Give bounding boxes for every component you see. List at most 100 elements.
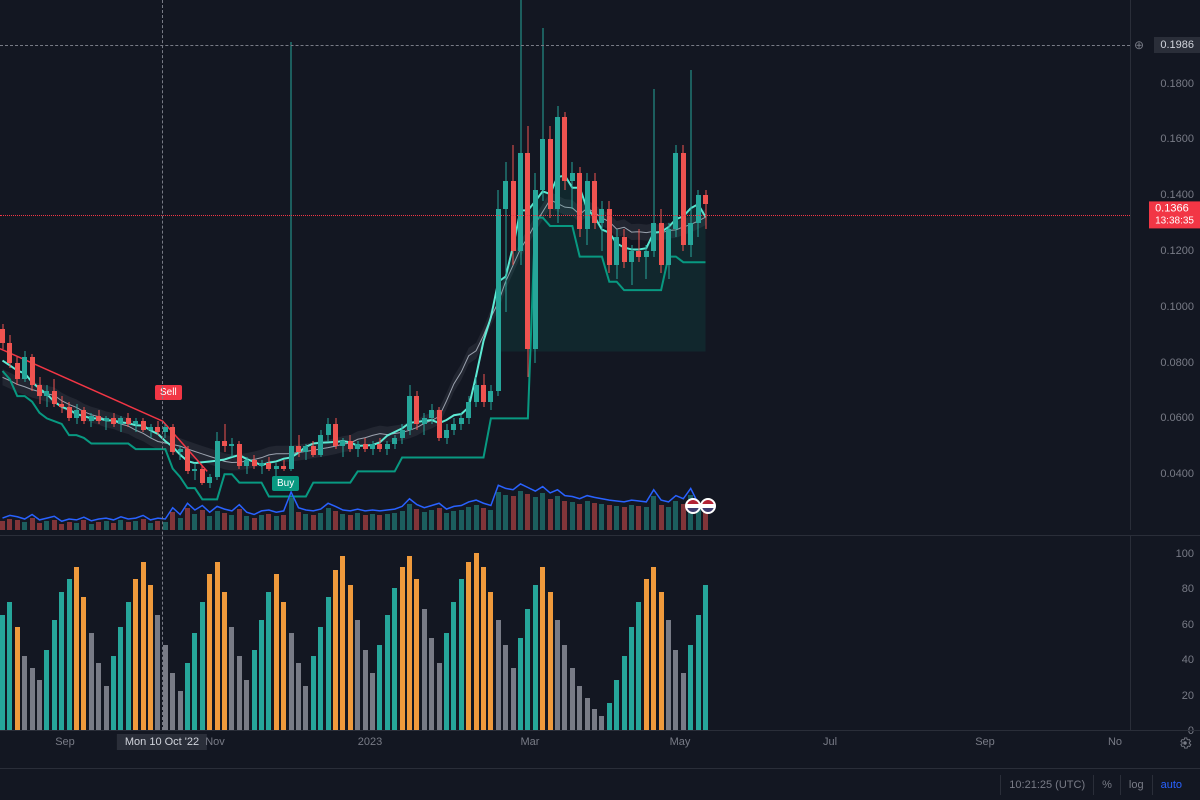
volume-bar <box>651 496 656 530</box>
volume-bar <box>333 511 338 530</box>
volume-bar <box>318 513 323 530</box>
volume-bar <box>289 498 294 530</box>
indicator-bar <box>622 656 627 730</box>
volume-bar <box>30 518 35 530</box>
price-tick: 0.1200 <box>1154 243 1200 259</box>
time-axis[interactable]: Mon 10 Oct '22 SepNov2023MarMayJulSepNo <box>0 730 1200 770</box>
volume-bar <box>259 515 264 530</box>
volume-bar <box>81 520 86 530</box>
indicator-bar <box>570 668 575 730</box>
volume-bar <box>74 523 79 530</box>
time-tick: Mar <box>521 736 540 748</box>
indicator-bar <box>0 615 5 730</box>
event-marker-icon[interactable] <box>700 498 716 514</box>
volume-bar <box>570 502 575 530</box>
indicator-bar <box>696 615 701 730</box>
price-tick: 0.0400 <box>1154 466 1200 482</box>
indicator-bar <box>318 627 323 730</box>
volume-bar <box>585 501 590 530</box>
indicator-bar <box>303 686 308 730</box>
indicator-bar <box>355 620 360 730</box>
indicator-bar <box>370 673 375 730</box>
indicator-bar <box>296 663 301 730</box>
indicator-bar <box>363 650 368 730</box>
indicator-bar <box>67 579 72 730</box>
indicator-bar <box>525 609 530 730</box>
volume-bar <box>296 512 301 530</box>
indicator-bar <box>237 656 242 730</box>
indicator-bar <box>207 574 212 730</box>
time-tick: Sep <box>55 736 75 748</box>
indicator-bar <box>444 633 449 731</box>
gear-icon[interactable] <box>1178 736 1192 750</box>
crosshair-add-icon[interactable]: ⊕ <box>1134 38 1144 52</box>
price-tick: 0.0600 <box>1154 410 1200 426</box>
percent-button[interactable]: % <box>1093 775 1120 795</box>
volume-bar <box>311 515 316 530</box>
volume-bar <box>474 505 479 530</box>
volume-bar <box>377 515 382 530</box>
indicator-bar <box>474 553 479 730</box>
volume-bar <box>355 513 360 530</box>
volume-bar <box>266 514 271 530</box>
indicator-bar <box>274 574 279 730</box>
indicator-axis[interactable]: 020406080100 <box>1130 535 1200 730</box>
volume-bar <box>481 508 486 530</box>
log-button[interactable]: log <box>1120 775 1152 795</box>
volume-bar <box>244 516 249 530</box>
indicator-bar <box>533 585 538 730</box>
main-price-chart[interactable]: SellBuy <box>0 0 1130 530</box>
indicator-bar <box>148 585 153 730</box>
indicator-bar <box>503 645 508 730</box>
indicator-bar <box>133 579 138 730</box>
indicator-bar <box>496 620 501 730</box>
indicator-bar <box>636 602 641 730</box>
indicator-bar <box>407 556 412 730</box>
indicator-bar <box>289 633 294 731</box>
volume-bar <box>599 504 604 530</box>
indicator-bar <box>89 633 94 731</box>
indicator-bar <box>437 663 442 730</box>
volume-bar <box>141 519 146 530</box>
volume-bar <box>118 520 123 530</box>
indicator-tick: 60 <box>1176 617 1200 633</box>
indicator-tick: 40 <box>1176 652 1200 668</box>
event-marker-icon[interactable] <box>685 498 701 514</box>
volume-bar <box>252 518 257 530</box>
volume-bar <box>437 508 442 530</box>
indicator-bar <box>659 592 664 730</box>
price-tick: 0.1600 <box>1154 131 1200 147</box>
indicator-bar <box>163 645 168 730</box>
price-axis[interactable]: ⊕ 0.1986 0.1366 13:38:35 0.04000.06000.0… <box>1130 0 1200 530</box>
volume-bar <box>111 523 116 530</box>
indicator-bar <box>30 668 35 730</box>
auto-button[interactable]: auto <box>1152 775 1190 795</box>
volume-bar <box>451 511 456 530</box>
volume-bar <box>644 507 649 530</box>
indicator-bar <box>200 602 205 730</box>
indicator-bar <box>400 567 405 730</box>
indicator-bar <box>585 698 590 730</box>
indicator-bar <box>340 556 345 730</box>
indicator-bar <box>548 592 553 730</box>
indicator-bar <box>488 592 493 730</box>
indicator-bar <box>59 592 64 730</box>
indicator-panel[interactable] <box>0 535 1130 730</box>
volume-bar <box>385 514 390 530</box>
volume-bar <box>0 521 5 530</box>
indicator-bar <box>7 602 12 730</box>
volume-bar <box>422 512 427 530</box>
indicator-bar <box>311 656 316 730</box>
indicator-bar <box>377 645 382 730</box>
price-tick: 0.1800 <box>1154 76 1200 92</box>
price-tick: 0.1400 <box>1154 187 1200 203</box>
volume-bar <box>363 515 368 530</box>
volume-bar <box>533 497 538 530</box>
sell-signal: Sell <box>155 385 182 400</box>
volume-bar <box>7 519 12 530</box>
volume-bar <box>392 513 397 530</box>
volume-bar <box>326 508 331 530</box>
time-tick: Nov <box>205 736 225 748</box>
volume-bar <box>562 501 567 530</box>
indicator-bar <box>681 673 686 730</box>
